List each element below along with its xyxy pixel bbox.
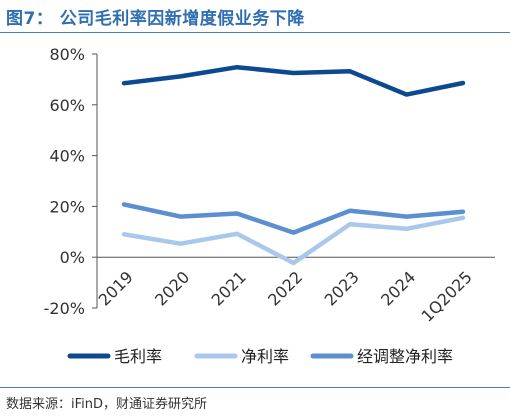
x-tick-label: 2022 [264, 267, 306, 309]
series-line-2 [121, 202, 466, 235]
x-tick-label: 1Q2025 [417, 267, 475, 325]
legend-label: 毛利率 [114, 347, 162, 366]
axes: -20% 0% 20% 40% 60% 80% 2019 2020 2021 2022 2023 20… [44, 45, 495, 326]
line-chart: -20% 0% 20% 40% 60% 80% 2019 2020 2021 2022 2023 20… [44, 45, 495, 366]
x-tick-label: 2020 [151, 267, 193, 309]
x-tick-label: 2021 [208, 267, 250, 309]
y-tick-label: 20% [49, 197, 85, 216]
y-tick-label: 40% [49, 147, 85, 166]
y-tick-label: -20% [44, 299, 85, 318]
x-tick-label: 2024 [377, 267, 419, 309]
title-divider [0, 32, 510, 33]
y-tick-label: 80% [49, 45, 85, 64]
y-tick-label: 0% [60, 248, 85, 267]
y-tick-label: 60% [49, 96, 85, 115]
source-note: 数据来源：iFinD，财通证券研究所 [6, 397, 208, 412]
series-line-0 [121, 64, 466, 97]
source-divider [0, 387, 510, 388]
legend-label: 经调整净利率 [357, 347, 453, 366]
figure-title: 图7： 公司毛利率因新增度假业务下降 [6, 9, 305, 29]
legend-label: 净利率 [241, 347, 289, 366]
x-tick-label: 2023 [321, 267, 363, 309]
series-group [121, 64, 466, 266]
x-tick-label: 2019 [95, 267, 137, 309]
legend: 毛利率 净利率 经调整净利率 [67, 347, 453, 366]
series-line-1 [121, 215, 466, 266]
